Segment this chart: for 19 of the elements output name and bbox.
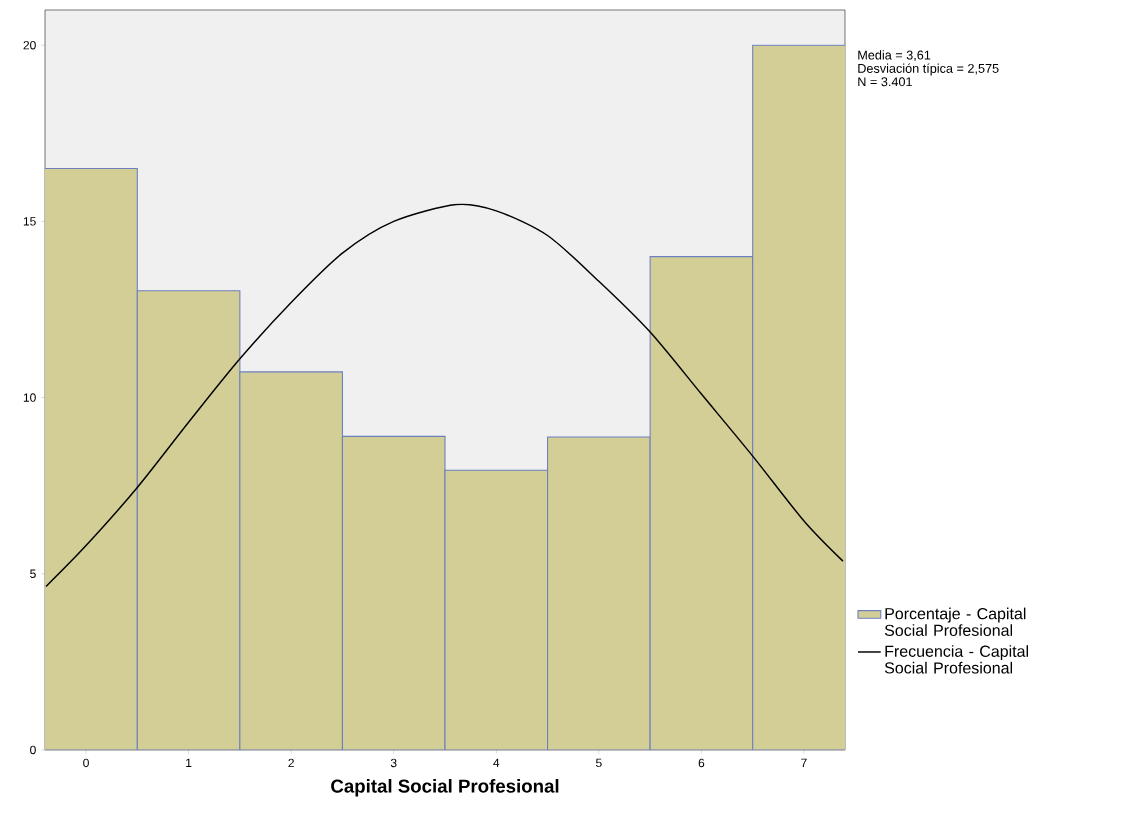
text: Media = 3,61 [858,50,931,62]
x-axis-title: Capital Social Profesional [331,779,559,797]
y-tick-label: 0 [30,745,36,755]
x-tick-label: 5 [595,758,602,768]
x-tick-label: 6 [698,758,705,768]
legend-label: Frecuencia - Capital Social Profesional [884,645,1029,674]
x-tick-label: 4 [493,758,500,767]
y-tick-label: 5 [30,569,36,578]
legend-label: Porcentaje - Capital Social Profesional [884,607,1026,636]
x-tick-label: 3 [390,758,397,768]
text: N = 3.401 [858,77,912,87]
text: Desviación típica = 2,575 [858,63,999,76]
y-tick-label: 15 [23,217,36,226]
x-tick-label: 2 [288,758,294,768]
y-tick-label: 20 [23,40,36,50]
y-tick-label: 10 [23,393,36,402]
x-tick-label: 0 [83,758,89,768]
x-tick-label: 1 [186,758,192,767]
x-tick-label: 7 [801,758,807,767]
